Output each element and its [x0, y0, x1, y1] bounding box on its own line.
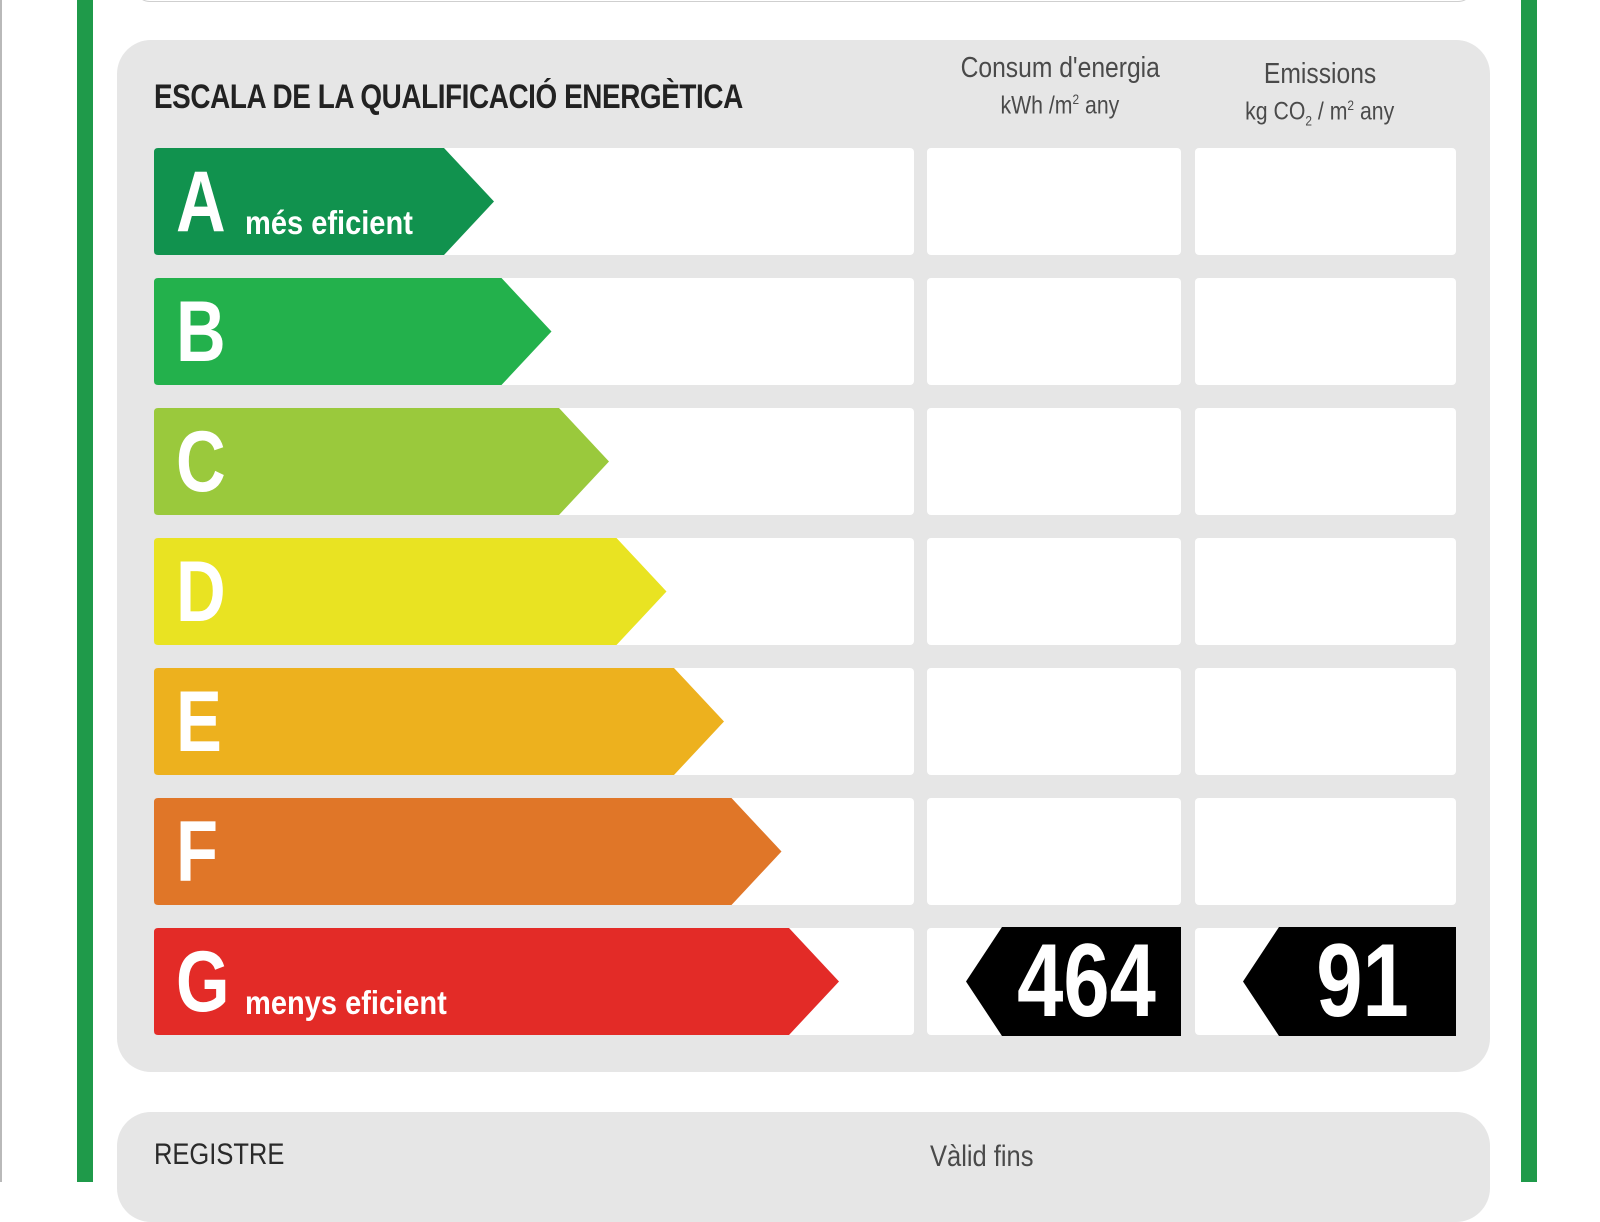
- emissions-cell: [1195, 668, 1456, 775]
- emissions-cell: [1195, 148, 1456, 255]
- energy-cell: [927, 148, 1181, 255]
- rating-bar-f: F: [154, 798, 782, 905]
- energy-value-badge: 464: [966, 927, 1181, 1036]
- rating-arrow-shape: [154, 928, 839, 1035]
- emissions-column-header: Emissions kg CO2 / m2 any: [1200, 58, 1440, 128]
- energy-unit-label: kWh /m2 any: [1000, 91, 1120, 120]
- emissions-cell: [1195, 278, 1456, 385]
- rating-bar-d: D: [154, 538, 667, 645]
- emissions-value-badge: 91: [1243, 927, 1456, 1036]
- rating-bar-b: B: [154, 278, 552, 385]
- registry-panel: [117, 1112, 1490, 1222]
- rating-letter: B: [176, 284, 226, 380]
- registre-label: REGISTRE: [154, 1138, 285, 1171]
- emissions-cell: [1195, 408, 1456, 515]
- value-text: 91: [1316, 923, 1409, 1039]
- valid-until-label: Vàlid fins: [930, 1140, 1034, 1173]
- label-border-right: [1521, 0, 1537, 1182]
- emissions-unit-label: kg CO2 / m2 any: [1245, 97, 1395, 129]
- rating-arrow-shape: [154, 538, 667, 645]
- emissions-cell: [1195, 538, 1456, 645]
- rating-bar-e: E: [154, 668, 724, 775]
- rating-letter: G: [176, 934, 230, 1030]
- emissions-header-label: Emissions: [1263, 58, 1377, 90]
- page-edge-line: [0, 0, 2, 1182]
- upper-panel-edge: [134, 0, 1474, 2]
- label-border-left: [77, 0, 93, 1182]
- energy-cell: [927, 668, 1181, 775]
- rating-caption: menys eficient: [245, 984, 447, 1021]
- rating-arrow-shape: [154, 408, 609, 515]
- rating-arrow-shape: [154, 278, 552, 385]
- rating-arrow-shape: [154, 148, 494, 255]
- emissions-cell: [1195, 798, 1456, 905]
- energy-cell: [927, 798, 1181, 905]
- rating-arrow-shape: [154, 668, 724, 775]
- energy-cell: [927, 538, 1181, 645]
- rating-caption: més eficient: [245, 204, 413, 241]
- energy-cell: [927, 278, 1181, 385]
- rating-letter: D: [176, 544, 226, 640]
- scale-title: ESCALA DE LA QUALIFICACIÓ ENERGÈTICA: [154, 78, 743, 116]
- energy-column-header: Consum d'energia kWh /m2 any: [930, 52, 1190, 120]
- rating-bar-c: C: [154, 408, 609, 515]
- rating-letter: E: [176, 674, 222, 770]
- energy-header-label: Consum d'energia: [960, 52, 1160, 84]
- rating-letter: A: [176, 154, 226, 250]
- energy-cell: [927, 408, 1181, 515]
- rating-arrow-shape: [154, 798, 782, 905]
- value-text: 464: [1017, 923, 1156, 1039]
- rating-letter: C: [176, 414, 226, 510]
- rating-letter: F: [176, 804, 219, 900]
